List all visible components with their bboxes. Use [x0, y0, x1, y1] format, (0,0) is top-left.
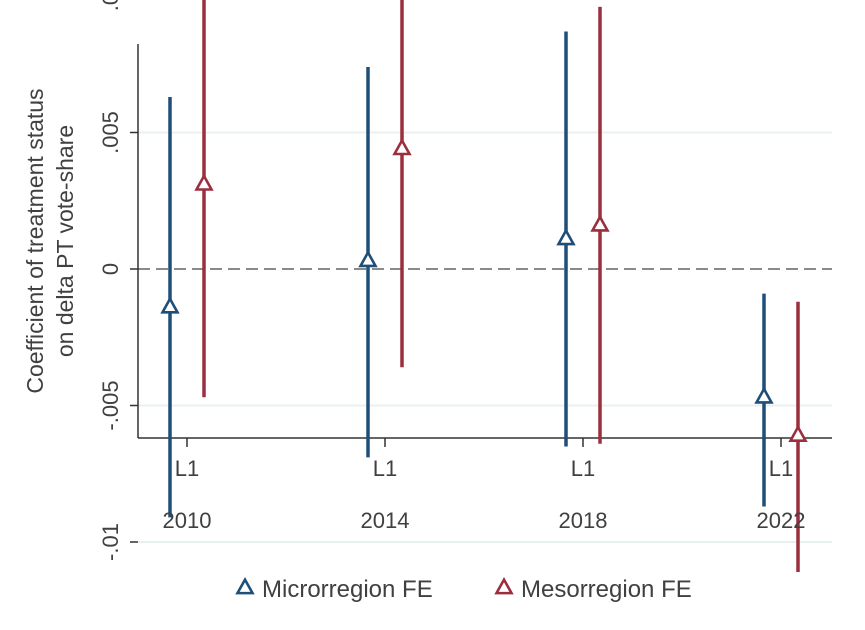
y-axis-title: Coefficient of treatment status	[22, 88, 48, 393]
x-group-year-label: 2022	[757, 508, 806, 533]
x-tick-label: L1	[769, 456, 793, 481]
legend-marker	[235, 576, 255, 595]
y-tick-label: -.005	[98, 380, 123, 430]
x-tick-label: L1	[175, 456, 199, 481]
point-estimate-marker	[358, 249, 378, 268]
legend-label: Mesorregion FE	[521, 576, 692, 603]
legend-marker	[494, 576, 514, 595]
y-tick-label: 0	[98, 263, 123, 275]
y-axis-title: on delta PT vote-share	[52, 125, 78, 357]
x-group-year-label: 2014	[361, 508, 410, 533]
point-estimate-marker	[754, 386, 774, 404]
x-tick-label: L1	[571, 456, 595, 481]
axes	[130, 44, 832, 543]
legend-label: Microrregion FE	[262, 576, 433, 603]
x-group-year-label: 2010	[163, 508, 212, 533]
point-estimate-marker	[160, 296, 180, 314]
gridlines	[138, 131, 832, 543]
legend: Microrregion FE Mesorregion FE	[235, 576, 692, 603]
point-estimate-marker	[556, 227, 576, 246]
y-tick-label: .005	[98, 111, 123, 154]
y-tick-label: -.01	[98, 523, 123, 561]
point-estimate-marker	[194, 173, 214, 191]
point-estimate-marker	[392, 137, 412, 156]
y-tick-label: .01	[98, 0, 123, 11]
x-group-year-label: 2018	[559, 508, 608, 533]
point-estimate-marker	[788, 424, 808, 442]
data-series	[160, 0, 808, 573]
x-tick-label: L1	[373, 456, 397, 481]
point-estimate-marker	[590, 214, 610, 232]
